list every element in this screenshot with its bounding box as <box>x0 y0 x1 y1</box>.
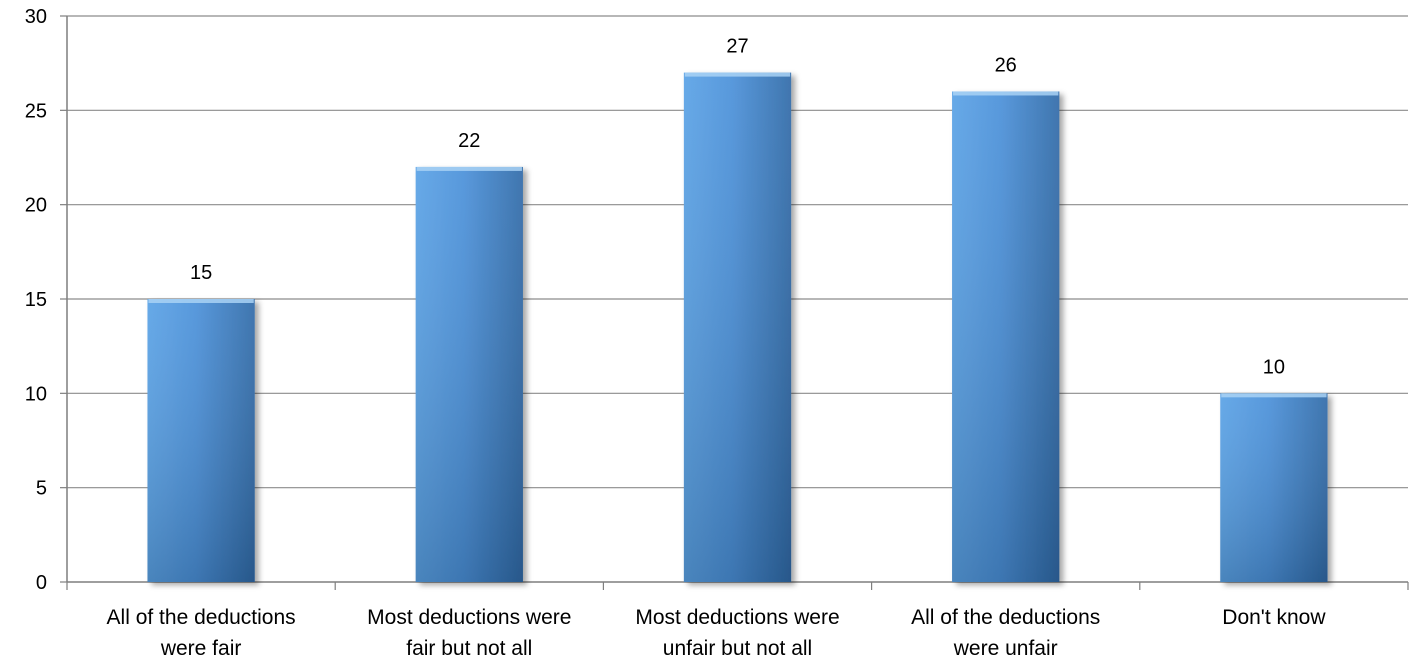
bar-top-highlight <box>148 299 254 303</box>
data-label: 10 <box>1263 356 1285 378</box>
x-category-label: fair but not all <box>406 637 532 660</box>
data-label: 22 <box>458 130 480 152</box>
x-category-label: Most deductions were <box>367 606 571 629</box>
data-label: 15 <box>190 262 212 284</box>
bars <box>147 72 1328 582</box>
bar-top-highlight <box>416 166 522 171</box>
bar-4 <box>1220 393 1328 582</box>
x-category-label: were unfair <box>953 637 1058 660</box>
y-tick-label: 30 <box>25 6 47 28</box>
y-tick-label: 0 <box>36 572 47 594</box>
x-category-label: All of the deductions <box>107 606 296 629</box>
bar-shading <box>1220 393 1328 582</box>
y-tick-label: 20 <box>25 195 47 217</box>
x-category-label: All of the deductions <box>911 606 1100 629</box>
y-tick-label: 15 <box>25 289 47 311</box>
data-label: 27 <box>726 36 748 58</box>
bar-1 <box>415 166 523 582</box>
x-category-label: were fair <box>160 637 242 660</box>
data-label: 26 <box>995 54 1017 76</box>
bar-shading <box>683 72 792 582</box>
labels: 0 5 10 15 20 25 30 15 All of the deductions were … <box>25 6 1327 660</box>
bar-top-highlight <box>1221 393 1327 398</box>
bar-shading <box>415 166 523 582</box>
x-category-label: unfair but not all <box>663 637 812 660</box>
x-category-label: Most deductions were <box>635 606 839 629</box>
x-category-label: Don't know <box>1222 606 1326 629</box>
bar-3 <box>952 91 1060 582</box>
bar-0 <box>147 299 255 582</box>
bar-shading <box>147 299 255 582</box>
y-tick-label: 5 <box>36 478 47 500</box>
bar-2 <box>683 72 792 582</box>
bar-top-highlight <box>953 91 1059 96</box>
bar-shading <box>952 91 1060 582</box>
bar-top-highlight <box>684 72 791 77</box>
y-tick-label: 25 <box>25 100 47 122</box>
y-tick-label: 10 <box>25 383 47 405</box>
